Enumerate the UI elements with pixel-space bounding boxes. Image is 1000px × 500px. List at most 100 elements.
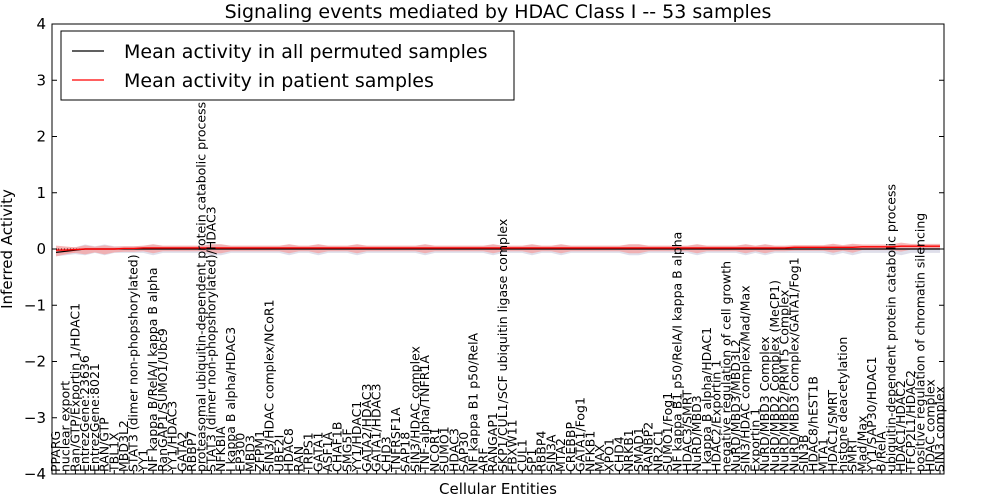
y-tick-label: −1 (24, 296, 46, 314)
x-tick-label: nuclear export (58, 381, 73, 472)
x-tick-label: HDAC8 (281, 428, 296, 472)
permuted-line (55, 248, 940, 253)
x-tick-label: MTA1 (815, 438, 830, 472)
legend-label-permuted: Mean activity in all permuted samples (124, 41, 487, 63)
x-tick-label: STAT3 (dimer non-phopshorylated)/HDAC3 (203, 206, 218, 472)
x-tick-label: EP300 (233, 433, 248, 472)
legend: Mean activity in all permuted samples Me… (60, 30, 515, 101)
x-tick-label: TFCP2L1/HDAC2 (903, 370, 918, 473)
x-tick-label: SUMO1 (437, 426, 452, 472)
x-tick-label: I kappa B alpha/HDAC3 (223, 327, 238, 472)
x-tick-label: HDAC8/hEST1B (806, 376, 821, 472)
x-tick-label: MBD3 (242, 435, 257, 472)
x-tick-label: YY1/SAP30/HDAC1 (864, 356, 879, 473)
patient-line (56, 245, 940, 251)
x-tick-label: SAP30 (456, 432, 471, 472)
x-tick-label: SP1 (524, 449, 539, 472)
y-tick-label: 4 (36, 15, 46, 33)
x-tick-label: RBBP7 (184, 431, 199, 472)
legend-label-patient: Mean activity in patient samples (124, 70, 434, 92)
y-tick-label: −2 (24, 353, 46, 371)
x-tick-label: SIN3 complex (932, 386, 947, 472)
x-tick-label: MTA2 (553, 438, 568, 472)
x-tick-label: SIN3A (543, 434, 558, 472)
x-tick-label: UBE2I (271, 435, 286, 472)
x-tick-label: RAN/GTP (97, 417, 112, 472)
y-tick-label: 2 (36, 128, 46, 146)
x-tick-label: SMRT (845, 438, 860, 472)
x-tick-label: I kappa B alpha/HDAC1 (699, 327, 714, 472)
y-tick-label: 3 (36, 71, 46, 89)
x-tick-label: GATA1 (310, 432, 325, 472)
x-axis-label: Cellular Entities (439, 480, 557, 498)
x-tick-label: CHAF1B (330, 422, 345, 472)
x-tick-label: RBBP4 (534, 431, 549, 472)
x-tick-label: Ran/GTP/Exportin 1/HDAC1 (67, 303, 82, 472)
x-tick-label: Exportin 1 (747, 408, 762, 472)
x-tick-label: YY1/HDAC1 (349, 401, 364, 473)
x-tick-label: RanGAP1/SUMO1/Ubc9 (155, 328, 170, 472)
x-tick-label: CREBBP (563, 422, 578, 472)
x-tick-label: NR2C1 (650, 429, 665, 472)
x-tick-label: STAT3 (dimer non-phopshorylated) (126, 254, 141, 472)
x-tick-label: TRPS1 (301, 432, 316, 473)
x-tick-label: GATA2/HDAC3 (359, 384, 374, 472)
x-tick-label: CHD4 (611, 436, 626, 472)
x-tick-label: ASF1A (320, 431, 335, 472)
x-tick-label: YY1/HDAC3 (165, 401, 180, 473)
x-tick-label: RANGAP1 (485, 412, 500, 472)
x-tick-label: CUL1 (514, 439, 529, 472)
x-tick-label: HDAC1/HDAC2 (893, 380, 908, 472)
x-tick-label: EntrezGene:23636 (77, 355, 92, 472)
x-tick-label: TNFRSF1A (388, 407, 403, 473)
y-tick-label: 0 (36, 240, 46, 258)
x-tick-label: NFKBIA (213, 426, 228, 472)
y-tick-label: −4 (24, 465, 46, 483)
y-tick-label: 1 (36, 184, 46, 202)
x-tick-label: NRKB1 (621, 429, 636, 472)
x-tick-label: MBD3L2 (116, 420, 131, 472)
x-tick-label: GATA1/HDAC3 (369, 384, 384, 472)
x-tick-label: SMG5F (339, 428, 354, 472)
series-lines (52, 245, 944, 253)
x-tick-label: HDAC3 (446, 428, 461, 472)
x-tick-label: SIN3/HDAC complex/NCoR1 (262, 299, 277, 472)
x-tick-label: TNF-alpha/TNFR1A (417, 355, 432, 473)
x-tick-label: SIN3B (796, 435, 811, 473)
x-tick-label: SKP1/CUL1/SCF ubiquitin ligase complex (495, 219, 510, 472)
legend-box (60, 30, 515, 101)
x-tick-label: ARF (475, 448, 490, 472)
x-tick-label: ubiquitin-dependent protein catabolic pr… (883, 184, 898, 472)
y-axis-label: Inferred Activity (0, 189, 16, 309)
x-tick-label: YY1 (135, 449, 150, 473)
x-tick-label: positive regulation of chromatin silenci… (913, 213, 928, 472)
x-tick-label: SAP18 (398, 432, 413, 472)
x-tick-label: SMAD1 (631, 427, 646, 472)
x-tick-label: ZFPM1 (252, 430, 267, 472)
x-tick-label: NuRD/MBD3 (689, 395, 704, 472)
x-tick-label: NuRD/MBD3 Complex/GATA1/Fog1 (786, 257, 801, 472)
x-tick-label: HDAC2/Exportin 1 (709, 360, 724, 472)
x-tick-label: PPARG (48, 431, 63, 472)
x-tick-label: NF kappa B1 p50/RelA (466, 332, 481, 472)
x-tick-label: RAN (291, 446, 306, 472)
x-tick-label: GATA2 (174, 432, 189, 472)
x-tick-label: histone deacetylation (835, 337, 850, 472)
x-tick-label: proteasomal ubiquitin-dependent protein … (194, 102, 209, 472)
x-tick-label: SUMO1/Fog1 (660, 392, 675, 472)
x-tick-label: EntrezGene:8021 (87, 363, 102, 472)
x-tick-label: NFKB1 (582, 431, 597, 472)
x-tick-label: NF kappa B1 p50/RelA/I kappa B alpha (670, 232, 685, 472)
x-tick-label: SIN3/HDAC complex (407, 346, 422, 472)
x-tick-label: HDAC complex (922, 379, 937, 472)
x-tick-label: RANBP2 (641, 422, 656, 472)
y-tick-label: −3 (24, 409, 46, 427)
x-tick-label: negative regulation of cell growth (718, 261, 733, 472)
x-tick-label: NuRD/MBD2/PRMT5 Complex (777, 290, 792, 472)
x-tick-label: HDAC1/SMRT (825, 389, 840, 472)
x-tick-label: NuRD/MBD3 Complex (757, 336, 772, 472)
x-tick-label: NF kappa B/RelA/I kappa B alpha (145, 267, 160, 472)
chart-title: Signaling events mediated by HDAC Class … (225, 1, 772, 23)
